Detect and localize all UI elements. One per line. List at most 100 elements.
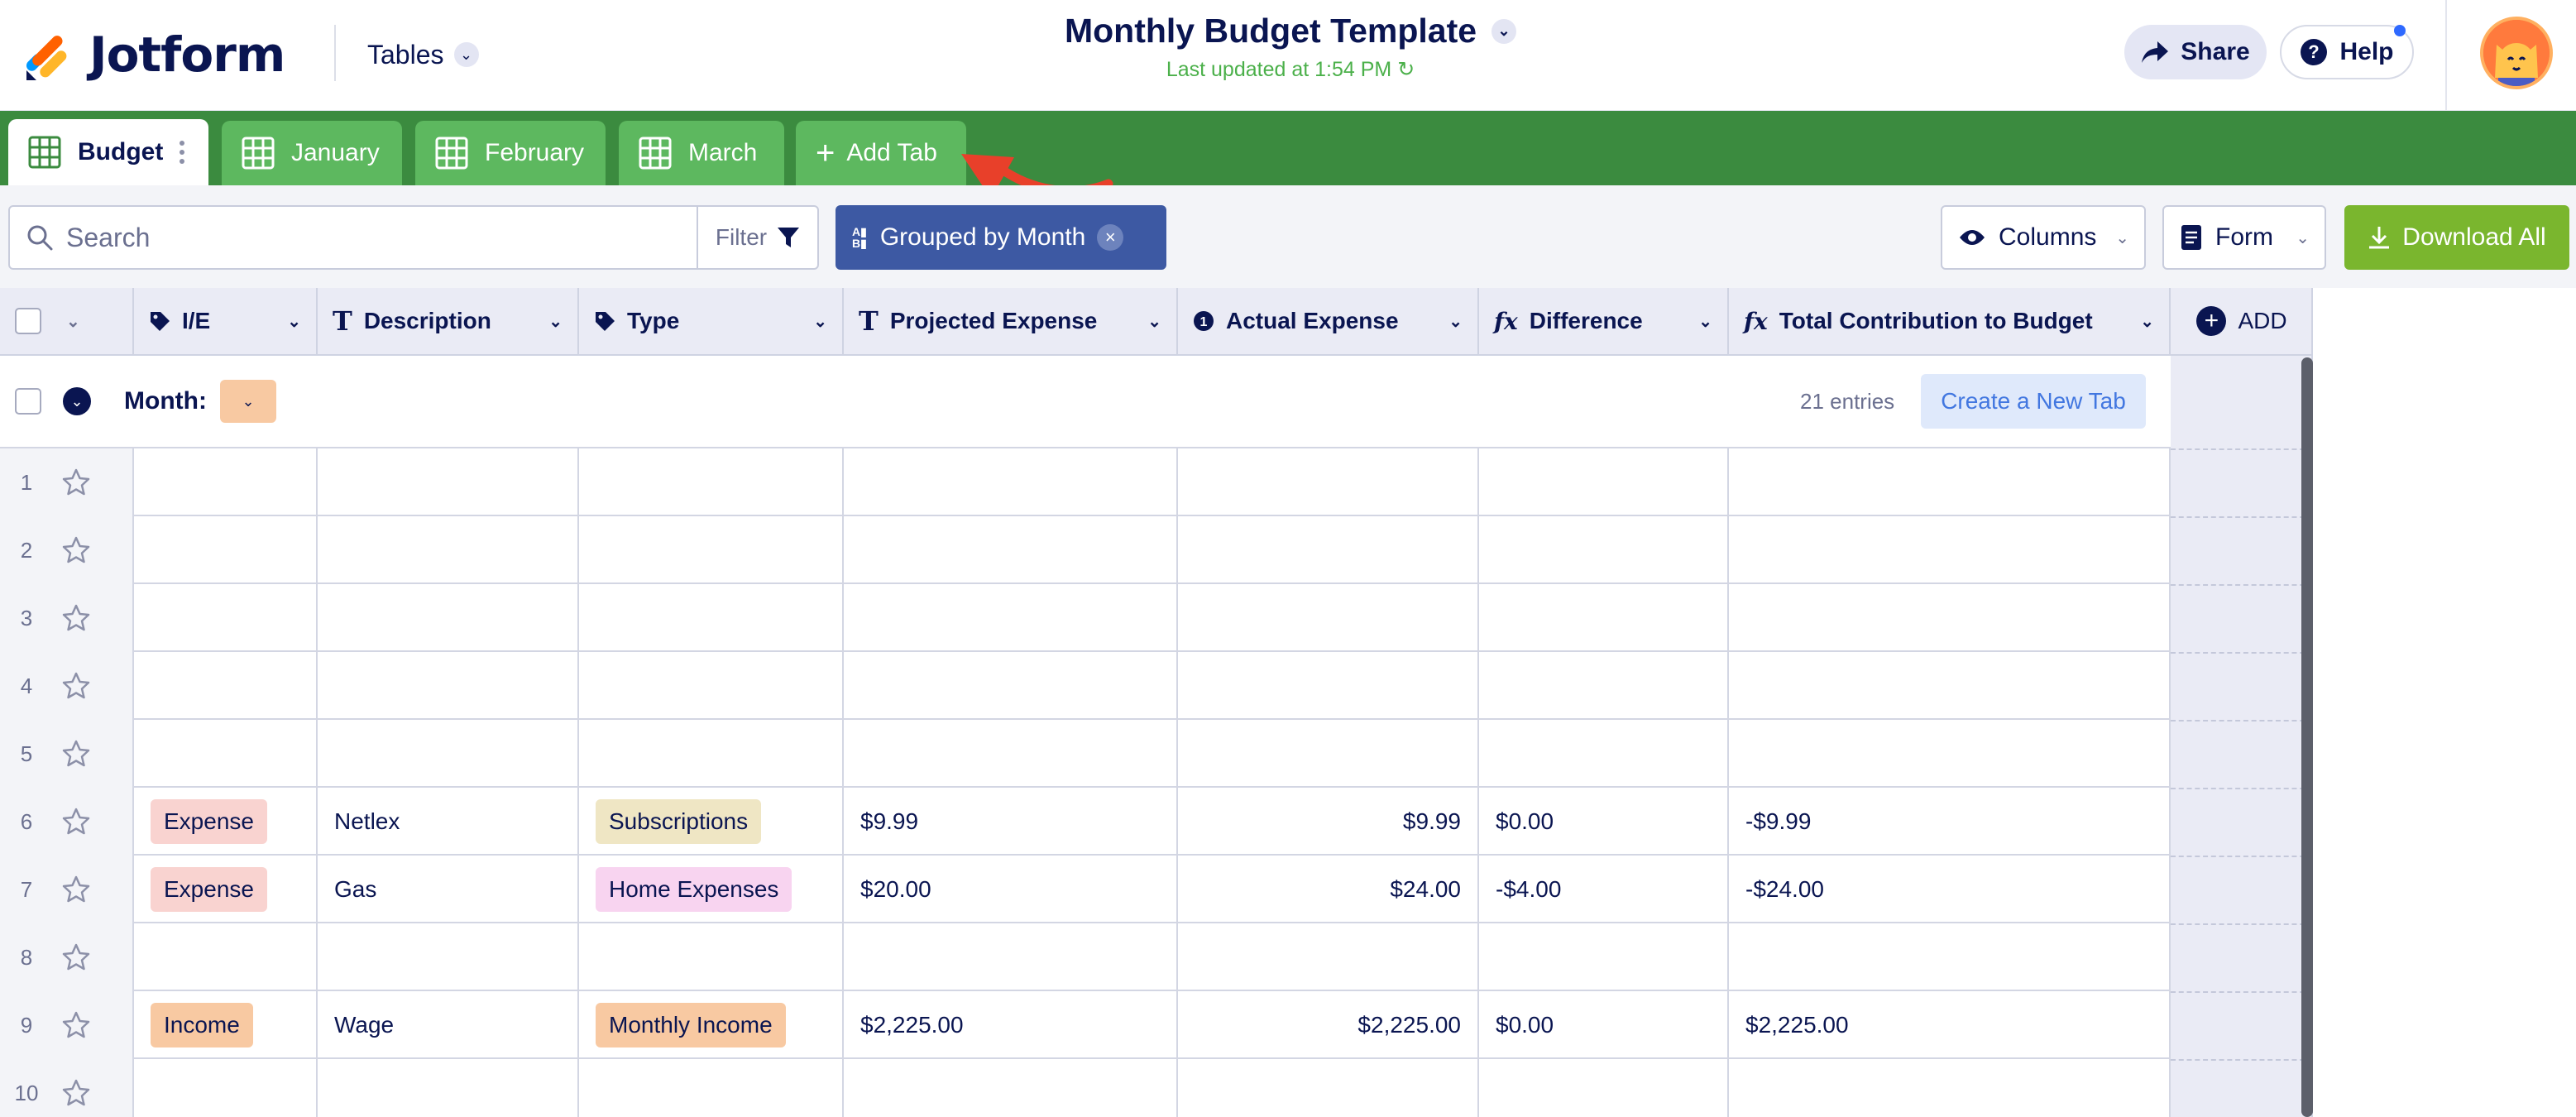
cell-total-contribution[interactable] <box>1729 1059 2171 1117</box>
cell-type[interactable] <box>579 448 844 516</box>
vertical-scrollbar[interactable] <box>2301 357 2313 1117</box>
table-row[interactable]: 7 Expense Gas Home Expenses $20.00 $24.00 -$4.… <box>0 856 2171 923</box>
select-all-checkbox[interactable] <box>15 308 41 334</box>
cell-type[interactable] <box>579 584 844 652</box>
cell-total-contribution[interactable]: $2,225.00 <box>1729 991 2171 1059</box>
star-icon[interactable] <box>61 671 91 701</box>
month-value-dropdown[interactable]: ⌄ <box>220 380 276 423</box>
cell-description[interactable] <box>318 516 579 584</box>
cell-difference[interactable] <box>1479 584 1729 652</box>
star-icon[interactable] <box>61 807 91 837</box>
cell-type[interactable] <box>579 516 844 584</box>
cell-description[interactable]: Gas <box>318 856 579 923</box>
cell-total-contribution[interactable] <box>1729 652 2171 720</box>
cell-projected-expense[interactable]: $9.99 <box>844 788 1178 856</box>
chevron-down-icon[interactable]: ⌄ <box>813 312 827 331</box>
chevron-down-icon[interactable]: ⌄ <box>1698 312 1712 331</box>
cell-difference[interactable] <box>1479 923 1729 991</box>
cell-actual-expense[interactable]: $2,225.00 <box>1178 991 1479 1059</box>
column-header-difference[interactable]: fx Difference ⌄ <box>1479 288 1729 356</box>
cell-actual-expense[interactable] <box>1178 923 1479 991</box>
cell-projected-expense[interactable]: $20.00 <box>844 856 1178 923</box>
cell-difference[interactable]: $0.00 <box>1479 788 1729 856</box>
table-row[interactable]: 10 <box>0 1059 2171 1117</box>
table-row[interactable]: 3 <box>0 584 2171 652</box>
table-row[interactable]: 2 <box>0 516 2171 584</box>
cell-actual-expense[interactable] <box>1178 1059 1479 1117</box>
columns-button[interactable]: Columns ⌄ <box>1941 205 2146 270</box>
cell-projected-expense[interactable]: $2,225.00 <box>844 991 1178 1059</box>
document-title[interactable]: Monthly Budget Template ⌄ <box>1065 12 1517 50</box>
cell-ie[interactable]: Income <box>134 991 318 1059</box>
close-icon[interactable]: × <box>1097 224 1124 251</box>
table-row[interactable]: 4 <box>0 652 2171 720</box>
cell-total-contribution[interactable]: -$9.99 <box>1729 788 2171 856</box>
cell-projected-expense[interactable] <box>844 448 1178 516</box>
cell-difference[interactable] <box>1479 652 1729 720</box>
cell-actual-expense[interactable]: $24.00 <box>1178 856 1479 923</box>
cell-description[interactable] <box>318 584 579 652</box>
cell-type[interactable]: Monthly Income <box>579 991 844 1059</box>
tab-january[interactable]: January <box>222 121 402 185</box>
cell-actual-expense[interactable] <box>1178 516 1479 584</box>
cell-projected-expense[interactable] <box>844 1059 1178 1117</box>
cell-total-contribution[interactable] <box>1729 584 2171 652</box>
cell-description[interactable]: Wage <box>318 991 579 1059</box>
cell-ie[interactable]: Expense <box>134 856 318 923</box>
cell-ie[interactable] <box>134 652 318 720</box>
cell-actual-expense[interactable] <box>1178 584 1479 652</box>
star-icon[interactable] <box>61 942 91 972</box>
cell-description[interactable] <box>318 652 579 720</box>
cell-difference[interactable] <box>1479 1059 1729 1117</box>
tab-february[interactable]: February <box>415 121 606 185</box>
download-all-button[interactable]: Download All <box>2344 205 2569 270</box>
chevron-down-icon[interactable]: ⌄ <box>548 312 563 331</box>
chevron-down-icon[interactable]: ⌄ <box>287 312 301 331</box>
avatar[interactable] <box>2480 17 2553 89</box>
cell-projected-expense[interactable] <box>844 516 1178 584</box>
chevron-down-icon[interactable]: ⌄ <box>1147 312 1161 331</box>
add-column-button[interactable]: + ADD <box>2171 288 2313 356</box>
column-header-type[interactable]: Type ⌄ <box>579 288 844 356</box>
column-header-projected-expense[interactable]: T Projected Expense ⌄ <box>844 288 1178 356</box>
cell-ie[interactable] <box>134 448 318 516</box>
help-button[interactable]: ? Help <box>2280 25 2414 79</box>
cell-total-contribution[interactable] <box>1729 923 2171 991</box>
cell-difference[interactable]: $0.00 <box>1479 991 1729 1059</box>
cell-description[interactable]: Netlex <box>318 788 579 856</box>
cell-actual-expense[interactable]: $9.99 <box>1178 788 1479 856</box>
star-icon[interactable] <box>61 1010 91 1040</box>
create-new-tab-button[interactable]: Create a New Tab <box>1921 374 2146 429</box>
tab-budget[interactable]: Budget <box>8 119 208 185</box>
column-header-ie[interactable]: I/E ⌄ <box>134 288 318 356</box>
cell-projected-expense[interactable] <box>844 923 1178 991</box>
cell-actual-expense[interactable] <box>1178 652 1479 720</box>
star-icon[interactable] <box>61 1078 91 1108</box>
star-icon[interactable] <box>61 603 91 633</box>
collapse-chevron-icon[interactable]: ⌄ <box>63 387 91 415</box>
table-row[interactable]: 5 <box>0 720 2171 788</box>
cell-total-contribution[interactable] <box>1729 516 2171 584</box>
cell-ie[interactable] <box>134 720 318 788</box>
share-button[interactable]: Share <box>2124 25 2267 79</box>
cell-total-contribution[interactable]: -$24.00 <box>1729 856 2171 923</box>
cell-ie[interactable] <box>134 1059 318 1117</box>
form-button[interactable]: Form ⌄ <box>2162 205 2326 270</box>
group-checkbox[interactable] <box>15 388 41 415</box>
star-icon[interactable] <box>61 739 91 769</box>
cell-difference[interactable]: -$4.00 <box>1479 856 1729 923</box>
cell-ie[interactable] <box>134 516 318 584</box>
cell-total-contribution[interactable] <box>1729 720 2171 788</box>
cell-description[interactable] <box>318 1059 579 1117</box>
add-tab-button[interactable]: + Add Tab <box>796 121 966 185</box>
grouped-by-chip[interactable]: A▮ B▮ Grouped by Month × <box>836 205 1166 270</box>
cell-projected-expense[interactable] <box>844 720 1178 788</box>
star-icon[interactable] <box>61 535 91 565</box>
cell-projected-expense[interactable] <box>844 584 1178 652</box>
cell-ie[interactable]: Expense <box>134 788 318 856</box>
cell-difference[interactable] <box>1479 720 1729 788</box>
cell-description[interactable] <box>318 923 579 991</box>
tab-march[interactable]: March <box>619 121 784 185</box>
star-icon[interactable] <box>61 467 91 497</box>
cell-type[interactable] <box>579 652 844 720</box>
